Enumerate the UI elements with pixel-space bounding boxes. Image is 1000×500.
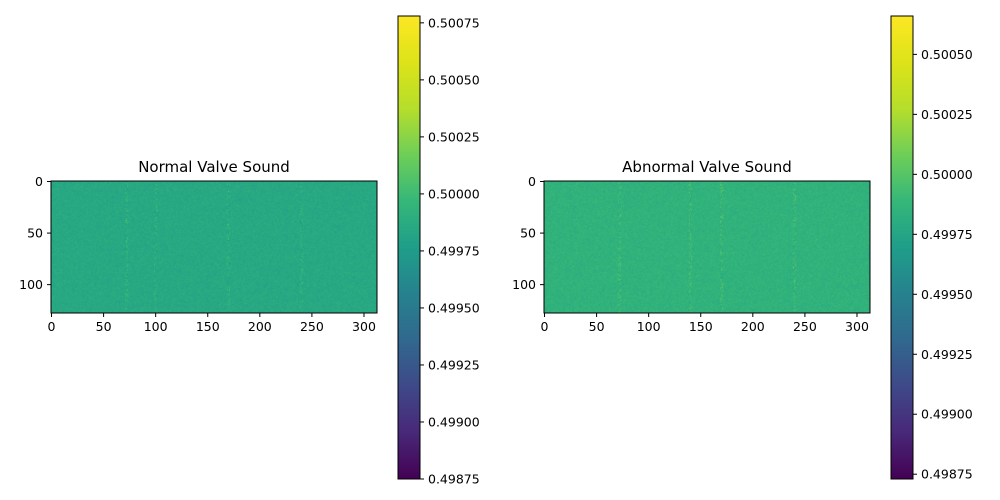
x-tick-label: 0 xyxy=(48,319,56,334)
colorbar xyxy=(890,15,914,480)
x-tick-label: 100 xyxy=(637,319,661,334)
y-tick-label: 100 xyxy=(19,277,43,292)
x-tick-label: 100 xyxy=(144,319,168,334)
colorbar-tick-label: 0.50075 xyxy=(428,15,480,30)
colorbar-tick-label: 0.50025 xyxy=(428,129,480,144)
x-tick-label: 200 xyxy=(248,319,272,334)
x-axis: 0 50 100 150 200 250 300 xyxy=(541,313,869,334)
colorbar-tick-label: 0.49975 xyxy=(921,227,973,242)
colorbar-tick-label: 0.49950 xyxy=(921,287,973,302)
colorbar xyxy=(397,15,421,480)
colorbar-tick-label: 0.49925 xyxy=(428,357,480,372)
colorbar-tick-label: 0.49975 xyxy=(428,243,480,258)
heatmap-image xyxy=(51,181,377,313)
x-tick-label: 50 xyxy=(589,319,605,334)
colorbar-tick-label: 0.50000 xyxy=(428,186,480,201)
colorbar-tick-label: 0.49875 xyxy=(921,467,973,482)
y-tick-label: 50 xyxy=(520,226,536,241)
x-tick-label: 250 xyxy=(793,319,817,334)
chart-title: Normal Valve Sound xyxy=(138,158,290,176)
y-tick-label: 100 xyxy=(512,277,536,292)
x-tick-label: 150 xyxy=(689,319,713,334)
x-tick-label: 300 xyxy=(352,319,376,334)
heatmap-image xyxy=(544,181,870,313)
colorbar-tick-label: 0.49925 xyxy=(921,347,973,362)
x-tick-label: 150 xyxy=(196,319,220,334)
colorbar-tick-label: 0.49950 xyxy=(428,300,480,315)
heatmap-panel-abnormal: Abnormal Valve Sound 0 50 100 150 200 250 300 … xyxy=(512,15,973,482)
colorbar-tick-label: 0.50025 xyxy=(921,107,973,122)
y-tick-label: 0 xyxy=(528,174,536,189)
x-axis: 0 50 100 150 200 250 300 xyxy=(48,313,376,334)
colorbar-tick-label: 0.50050 xyxy=(428,72,480,87)
x-tick-label: 0 xyxy=(541,319,549,334)
x-tick-label: 50 xyxy=(96,319,112,334)
colorbar-tick-label: 0.49900 xyxy=(428,414,480,429)
heatmap-panel-normal: Normal Valve Sound 0 50 100 150 200 250 300 0 5… xyxy=(19,15,480,486)
colorbar-tick-label: 0.49900 xyxy=(921,407,973,422)
colorbar-tick-label: 0.50050 xyxy=(921,47,973,62)
chart-title: Abnormal Valve Sound xyxy=(622,158,792,176)
y-tick-label: 0 xyxy=(35,174,43,189)
x-tick-label: 250 xyxy=(300,319,324,334)
y-axis: 0 50 100 xyxy=(19,174,51,292)
y-tick-label: 50 xyxy=(27,226,43,241)
plot-frame xyxy=(543,180,871,314)
colorbar-axis: 0.49875 0.49900 0.49925 0.49950 0.49975 0.500… xyxy=(420,15,480,487)
y-axis: 0 50 100 xyxy=(512,174,544,292)
plot-frame xyxy=(50,180,378,314)
colorbar-tick-label: 0.50000 xyxy=(921,167,973,182)
x-tick-label: 200 xyxy=(741,319,765,334)
x-tick-label: 300 xyxy=(845,319,869,334)
colorbar-tick-label: 0.49875 xyxy=(428,472,480,487)
colorbar-axis: 0.49875 0.49900 0.49925 0.49950 0.49975 0.500… xyxy=(913,47,973,482)
